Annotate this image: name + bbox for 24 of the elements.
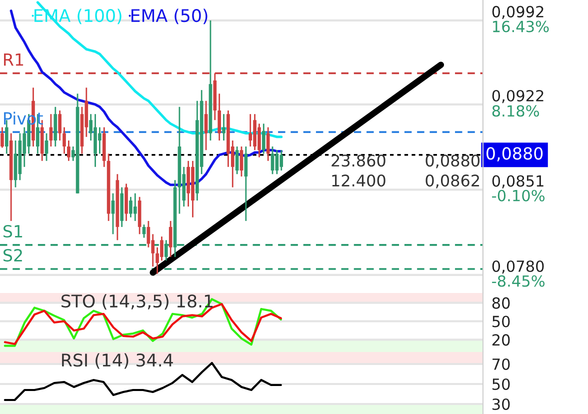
ref-line-label: 0,0880 — [486, 147, 543, 162]
annotation: 12.400 — [332, 174, 386, 187]
annotation: 23.860 — [332, 154, 386, 167]
y2-tick-label: 16.43% — [492, 20, 549, 32]
y-tick-label: 30 — [492, 398, 510, 410]
chart-title: RSI (14) 34.4 — [62, 353, 173, 369]
y-tick-label: 70 — [492, 358, 510, 370]
y2-tick-label: -0.10% — [492, 190, 545, 202]
y-tick-label: 0,0780 — [492, 260, 544, 274]
y-tick-label: 0,0992 — [492, 6, 544, 20]
y2-tick-label: 8.18% — [492, 105, 540, 117]
y-tick-label: 20 — [492, 334, 510, 346]
ref-line-label: S2 — [4, 248, 22, 262]
y-tick-label: 0,0851 — [492, 175, 544, 188]
y-tick-label: 50 — [492, 316, 510, 328]
y-tick-label: 50 — [492, 378, 510, 390]
legend-label: EMA (50) — [132, 8, 208, 24]
annotation: 0,0862 — [426, 174, 479, 188]
ref-line-label: S1 — [4, 224, 22, 238]
y-tick-label: 0,0922 — [492, 90, 544, 104]
annotation: 0,0880 — [426, 154, 480, 168]
y-tick-label: 80 — [492, 297, 510, 309]
ref-line-label: R1 — [4, 53, 24, 66]
y2-tick-label: -8.45% — [492, 275, 545, 287]
